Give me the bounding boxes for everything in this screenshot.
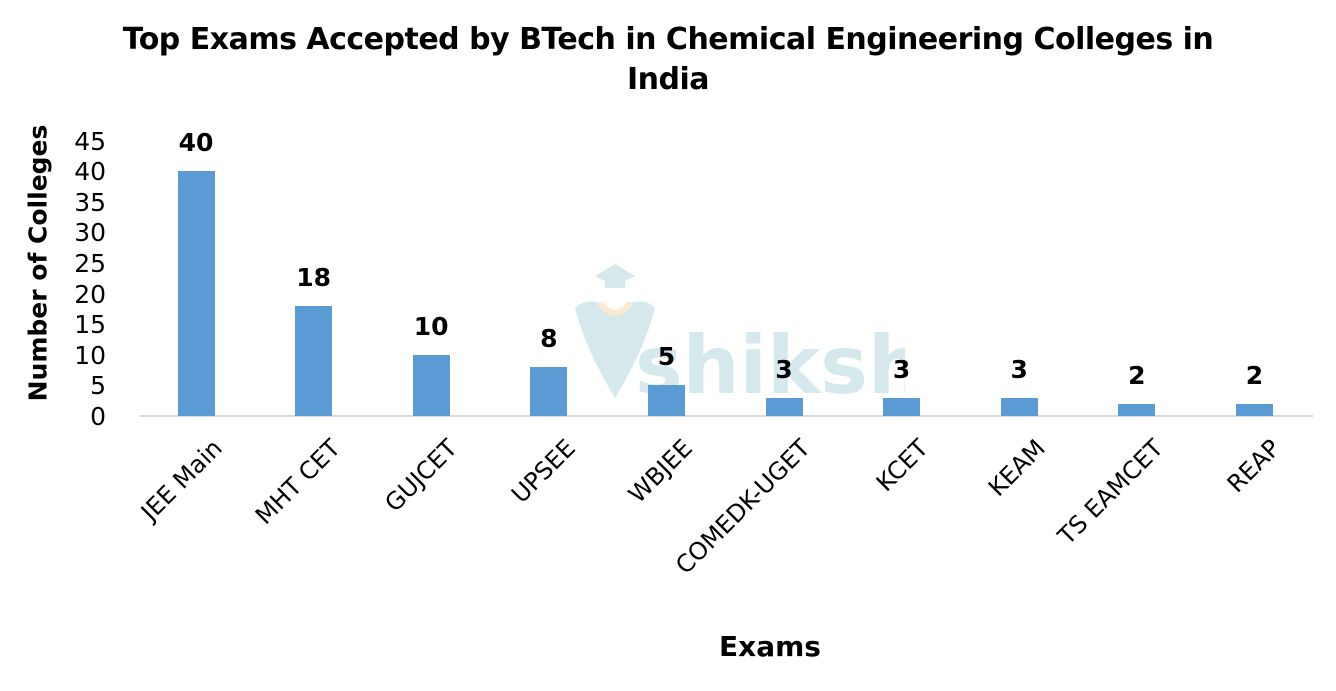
data-label: 3 [775,354,793,384]
bar-upsee [530,367,568,416]
x-axis-line [140,415,1313,417]
y-tick-label: 0 [90,402,106,431]
bar-reap [1235,403,1273,416]
data-label: 2 [1128,360,1146,390]
y-tick-label: 10 [74,340,106,370]
y-tick-label: 30 [74,218,106,248]
data-label: 3 [892,354,911,384]
x-tick-label: UPSEE [505,434,581,509]
data-label: 2 [1245,360,1264,390]
bar-jee-main [177,171,215,416]
data-label: 18 [296,262,331,292]
y-tick-label: 35 [74,187,106,217]
data-label: 5 [657,342,676,372]
x-tick-label: TS EAMCET [1052,434,1169,551]
bar-kcet [883,397,921,416]
x-tick-label: KEAM [983,434,1051,502]
x-tick-label: REAP [1222,434,1287,499]
data-label: 3 [1010,354,1028,384]
shiksha-watermark: shiksha [575,264,905,408]
y-tick-label: 5 [90,371,106,401]
x-tick-label: WBJEE [623,434,699,509]
x-tick-label: MHT CET [249,434,346,530]
chart-title-line-1: Top Exams Accepted by BTech in Chemical … [122,22,1214,57]
bar-comedk-uget [765,397,803,416]
bar-ts-eamcet [1118,403,1156,416]
bar-mht-cet [295,305,333,416]
data-label: 10 [413,311,449,341]
y-tick-label: 15 [74,310,106,340]
data-label: 8 [540,324,558,354]
y-axis-title: Number of Colleges [23,124,53,402]
y-tick-label: 25 [74,249,106,278]
x-tick-label: GUJCET [379,434,463,518]
chart-title: Top Exams Accepted by BTech in Chemical … [0,20,1336,100]
y-tick-label: 40 [74,157,106,187]
y-tick-label: 20 [74,279,106,309]
x-axis-title: Exams [719,630,821,663]
chart-title-line-2: India [626,62,710,97]
y-tick-label: 45 [74,126,106,156]
x-tick-label: JEE Main [135,434,228,527]
bar-wbjee [647,385,685,416]
bar-keam [1000,397,1038,416]
x-tick-label: KCET [870,434,934,497]
bar-gujcet [412,354,450,416]
data-label: 40 [178,128,214,158]
